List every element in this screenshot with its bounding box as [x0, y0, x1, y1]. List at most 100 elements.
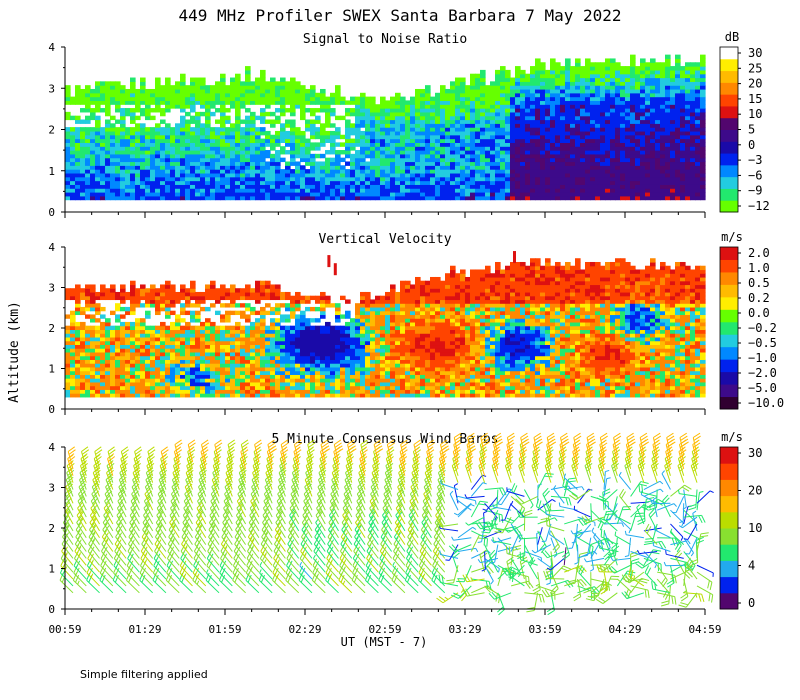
snr-cell — [245, 127, 251, 132]
vv-cell — [75, 329, 81, 334]
snr-cell — [555, 153, 561, 159]
snr-cell — [420, 180, 426, 185]
snr-cell — [230, 153, 236, 159]
snr-cell — [320, 134, 326, 140]
snr-cell — [630, 85, 636, 90]
snr-cell — [640, 104, 646, 109]
snr-cell — [395, 123, 401, 128]
snr-cell — [635, 73, 641, 79]
vv-cell — [255, 280, 261, 286]
snr-cell — [625, 153, 631, 159]
snr-cell — [200, 130, 206, 136]
colorbar-label: −12 — [748, 199, 770, 213]
snr-cell — [210, 161, 216, 166]
snr-cell — [560, 66, 566, 71]
snr-cell — [475, 115, 481, 121]
snr-cell — [375, 180, 381, 185]
vv-cell — [115, 374, 121, 379]
snr-cell — [200, 188, 206, 193]
snr-cell — [260, 108, 266, 113]
snr-cell — [690, 180, 696, 185]
snr-cell — [400, 169, 406, 174]
vv-cell — [80, 381, 86, 387]
snr-cell — [330, 169, 336, 174]
snr-cell — [640, 58, 646, 63]
snr-cell — [425, 176, 431, 182]
snr-cell — [635, 115, 641, 121]
snr-cell — [405, 184, 411, 189]
vv-cell — [145, 370, 151, 375]
snr-cell — [240, 134, 246, 140]
snr-cell — [175, 81, 181, 86]
vv-cell — [80, 306, 86, 312]
vv-cell — [140, 393, 146, 398]
snr-cell — [440, 100, 446, 105]
snr-cell — [245, 81, 251, 86]
colorbar-label: 0 — [748, 138, 755, 152]
snr-cell — [585, 161, 591, 166]
snr-cell — [670, 142, 676, 147]
vv-cell — [120, 393, 126, 398]
snr-cell — [250, 184, 256, 189]
snr-cell — [270, 85, 276, 90]
snr-cell — [280, 150, 286, 155]
vv-cell — [190, 374, 196, 379]
snr-cell — [335, 157, 341, 163]
snr-cell — [600, 123, 606, 128]
vv-cell — [210, 291, 216, 297]
snr-cell — [185, 130, 191, 136]
snr-cell — [375, 157, 381, 163]
vv-cell — [170, 288, 176, 293]
snr-cell — [355, 130, 361, 136]
snr-cell — [245, 184, 251, 189]
snr-cell — [500, 115, 506, 121]
snr-cell — [700, 146, 706, 151]
snr-cell — [560, 130, 566, 136]
snr-cell — [620, 150, 626, 155]
vv-cell — [75, 333, 81, 338]
snr-cell — [440, 191, 446, 197]
snr-cell — [120, 119, 126, 124]
snr-cell — [390, 172, 396, 178]
vv-cell — [145, 310, 151, 316]
snr-cell — [580, 150, 586, 155]
snr-cell — [135, 104, 141, 109]
snr-cell — [535, 92, 541, 98]
snr-cell — [600, 165, 606, 170]
snr-cell — [420, 157, 426, 163]
snr-cell — [290, 96, 296, 102]
vv-cell — [240, 344, 246, 349]
snr-cell — [265, 191, 271, 197]
snr-cell — [485, 127, 491, 132]
snr-cell — [590, 142, 596, 147]
snr-cell — [410, 188, 416, 193]
snr-cell — [210, 134, 216, 140]
snr-cell — [590, 150, 596, 155]
snr-cell — [300, 165, 306, 170]
vv-cell — [70, 370, 76, 375]
snr-cell — [195, 157, 201, 163]
vv-cell — [65, 333, 71, 338]
vv-cell — [100, 295, 106, 301]
snr-cell — [665, 108, 671, 113]
snr-cell — [495, 172, 501, 178]
snr-cell — [500, 88, 506, 94]
snr-cell — [330, 191, 336, 197]
snr-cell — [270, 146, 276, 151]
snr-cell — [105, 92, 111, 98]
snr-cell — [170, 130, 176, 136]
vv-cell — [160, 321, 166, 327]
snr-cell — [670, 111, 676, 117]
snr-cell — [95, 108, 101, 113]
vv-cell — [230, 299, 236, 304]
snr-cell — [230, 77, 236, 82]
vv-cell — [225, 374, 231, 379]
snr-cell — [285, 195, 291, 201]
snr-cell — [125, 88, 131, 94]
snr-cell — [485, 165, 491, 170]
snr-cell — [275, 100, 281, 105]
snr-cell — [630, 111, 636, 117]
snr-cell — [610, 96, 616, 102]
snr-cell — [600, 62, 606, 67]
snr-cell — [245, 176, 251, 182]
